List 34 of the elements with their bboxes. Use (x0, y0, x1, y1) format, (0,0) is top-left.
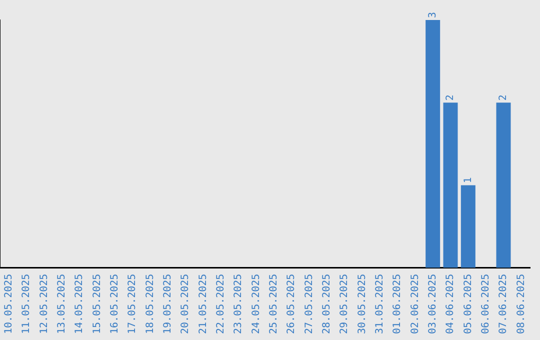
x-tick-label: 11.05.2025 (21, 274, 32, 334)
x-tick-label: 21.05.2025 (198, 274, 209, 334)
x-tick-label: 13.05.2025 (56, 274, 68, 334)
x-tick-label: 02.06.2025 (410, 274, 421, 334)
data-label: 3 (427, 12, 438, 18)
x-tick-label: 18.05.2025 (144, 274, 156, 334)
data-label: 1 (462, 177, 474, 184)
x-tick-label: 23.05.2025 (233, 274, 244, 334)
x-tick-label: 29.05.2025 (339, 274, 350, 334)
x-tick-label: 10.05.2025 (3, 274, 14, 334)
x-tick-label: 30.05.2025 (356, 274, 368, 334)
data-label: 2 (498, 94, 510, 101)
x-tick-label: 16.05.2025 (109, 274, 120, 334)
x-tick-label: 15.05.2025 (92, 274, 103, 334)
x-tick-label: 03.06.2025 (427, 274, 438, 334)
x-tick-label: 26.05.2025 (286, 274, 298, 334)
x-tick-label: 14.05.2025 (74, 274, 86, 334)
x-tick-label: 19.05.2025 (162, 274, 174, 334)
x-tick-label: 22.05.2025 (215, 274, 226, 334)
x-tick-label: 07.06.2025 (498, 274, 510, 334)
x-tick-label: 31.05.2025 (374, 274, 386, 334)
x-tick-label: 25.05.2025 (268, 274, 280, 334)
x-tick-label: 12.05.2025 (38, 274, 50, 334)
x-tick-label: 06.06.2025 (480, 274, 492, 334)
x-tick-label: 04.06.2025 (445, 274, 456, 334)
x-tick-label: 08.06.2025 (516, 274, 527, 334)
data-label: 2 (445, 94, 456, 101)
x-tick-label: 20.05.2025 (180, 274, 192, 334)
x-tick-label: 05.06.2025 (462, 274, 474, 334)
x-tick-label: 27.05.2025 (304, 274, 315, 334)
x-tick-label: 17.05.2025 (127, 274, 138, 334)
x-tick-label: 01.06.2025 (392, 274, 404, 334)
x-tick-label: 28.05.2025 (321, 274, 332, 334)
x-tick-label: 24.05.2025 (250, 274, 262, 334)
